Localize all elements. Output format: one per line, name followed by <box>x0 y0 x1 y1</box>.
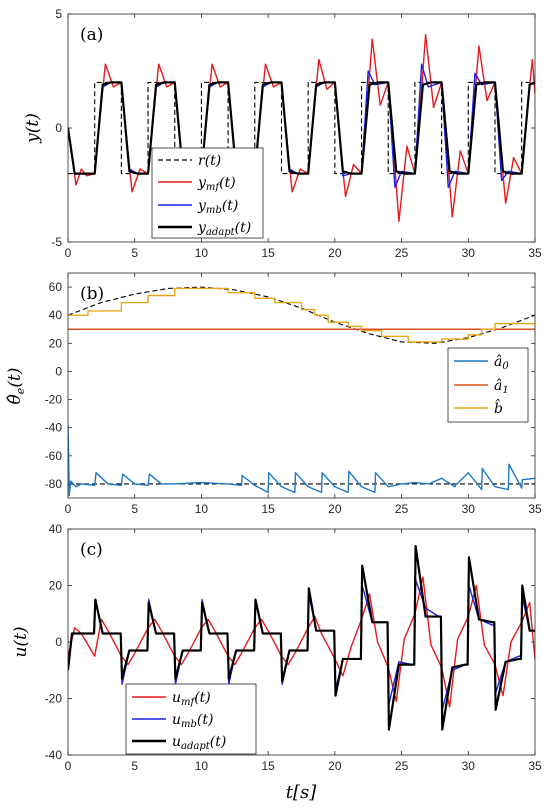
panel-b-ytick-label: -60 <box>45 449 63 463</box>
panel-a-ylabel: y(t) <box>23 113 43 144</box>
panel-c-ytick-label: 20 <box>49 579 63 593</box>
panel-a-xtick-label: 10 <box>195 246 209 260</box>
panel-b-xtick-label: 10 <box>195 502 209 516</box>
panel-c-xtick-label: 30 <box>462 759 476 773</box>
panel-c-label: (c) <box>80 540 103 560</box>
panel-b-ytick-label: -80 <box>45 477 63 491</box>
panel-a-series-line <box>68 81 535 175</box>
panel-a-xtick-label: 30 <box>462 246 476 260</box>
panel-c-ytick-label: 40 <box>49 522 63 536</box>
panel-a-series-group <box>68 33 535 223</box>
panel-c-xtick-label: 20 <box>328 759 342 773</box>
panel-a-xtick-label: 35 <box>528 246 542 260</box>
panel-b-xtick-label: 5 <box>131 502 138 516</box>
panel-a-ytick-label: 0 <box>55 121 62 135</box>
legend-b-label: b̂ <box>494 398 503 417</box>
panel-b-ytick-label: -20 <box>45 393 63 407</box>
legend-ymb-label: ymb(t) <box>197 198 238 216</box>
panel-b-label: (b) <box>80 284 104 304</box>
panel-b-ytick-label: -40 <box>45 421 63 435</box>
panel-b-xtick-label: 30 <box>462 502 476 516</box>
panel-c-ylabel: u(t) <box>11 626 31 657</box>
panel-b-xtick-label: 0 <box>65 502 72 516</box>
legend-r-label: r(t) <box>198 153 221 169</box>
panel-a-series-line <box>68 81 535 175</box>
panel-b-ylabel: θ̂e(t) <box>5 368 27 405</box>
panel-c-xtick-label: 35 <box>528 759 542 773</box>
panel-a-plot: 0 5 10 15 20 25 30 35-505 <box>51 7 542 260</box>
panel-c-xtick-label: 15 <box>261 759 275 773</box>
panel-b-ytick-label: 60 <box>49 280 63 294</box>
panel-b-series-line <box>68 424 535 496</box>
panel-c-ytick-label: -20 <box>45 692 63 706</box>
panel-b-ytick-label: 20 <box>49 336 63 350</box>
panel-b-xtick-label: 25 <box>395 502 409 516</box>
panel-b-axes-box <box>67 272 536 499</box>
panel-b-ytick-label: 40 <box>49 308 63 322</box>
panel-c-ytick-label: -40 <box>45 748 63 762</box>
panel-b-plot: 0 5 10 15 20 25 30 35 -80 -60 -40 -20 0 20 40 60 <box>45 273 542 516</box>
panel-c-xlabel: t[s] <box>286 782 317 803</box>
panel-c-series-line <box>68 576 535 708</box>
panel-a-label: (a) <box>80 25 103 45</box>
panel-b-xtick-label: 35 <box>528 502 542 516</box>
panel-a-xtick-label: 5 <box>131 246 138 260</box>
panel-c-axes-box <box>67 528 536 756</box>
panel-a-legend-box <box>151 147 264 239</box>
panel-b-series-group <box>68 286 535 496</box>
panel-c-xtick-label: 0 <box>65 759 72 773</box>
panel-a-xtick-label: 25 <box>395 246 409 260</box>
panel-c-xtick-label: 10 <box>195 759 209 773</box>
panel-c-series-group <box>68 544 535 731</box>
panel-b-ytick-label: 0 <box>55 364 62 378</box>
panel-c-plot: 0 5 10 15 20 25 30 35 -40 -20 0 20 40 <box>45 522 542 773</box>
panel-a: 0 5 10 15 20 25 30 35-505 (a) y(t) r(t) ymf(t) … <box>23 7 542 260</box>
panel-c-xtick-label: 25 <box>395 759 409 773</box>
panel-a-ytick-label: 5 <box>55 7 62 21</box>
panel-b-legend: â0 â1 b̂ <box>447 347 529 423</box>
panel-c-xtick-label: 5 <box>131 759 138 773</box>
panel-b-xtick-label: 15 <box>261 502 275 516</box>
panel-a-xtick-label: 20 <box>328 246 342 260</box>
panel-b-xtick-label: 20 <box>328 502 342 516</box>
panel-a-xtick-label: 0 <box>65 246 72 260</box>
panel-a-legend: r(t) ymf(t) ymb(t) yadapt(t) <box>151 147 264 239</box>
panel-c-ytick-label: 0 <box>55 635 62 649</box>
panel-a-xtick-label: 15 <box>261 246 275 260</box>
panel-a-ytick-label: -5 <box>51 235 62 249</box>
panel-b: 0 5 10 15 20 25 30 35 -80 -60 -40 -20 0 20 40 60 (b) θ̂… <box>5 272 542 516</box>
panel-b-series-line <box>68 287 535 343</box>
panel-c-series-line <box>68 544 535 731</box>
panel-c-legend: umf(t) umb(t) uadapt(t) <box>125 683 257 755</box>
panel-a-axes-box <box>67 13 536 243</box>
